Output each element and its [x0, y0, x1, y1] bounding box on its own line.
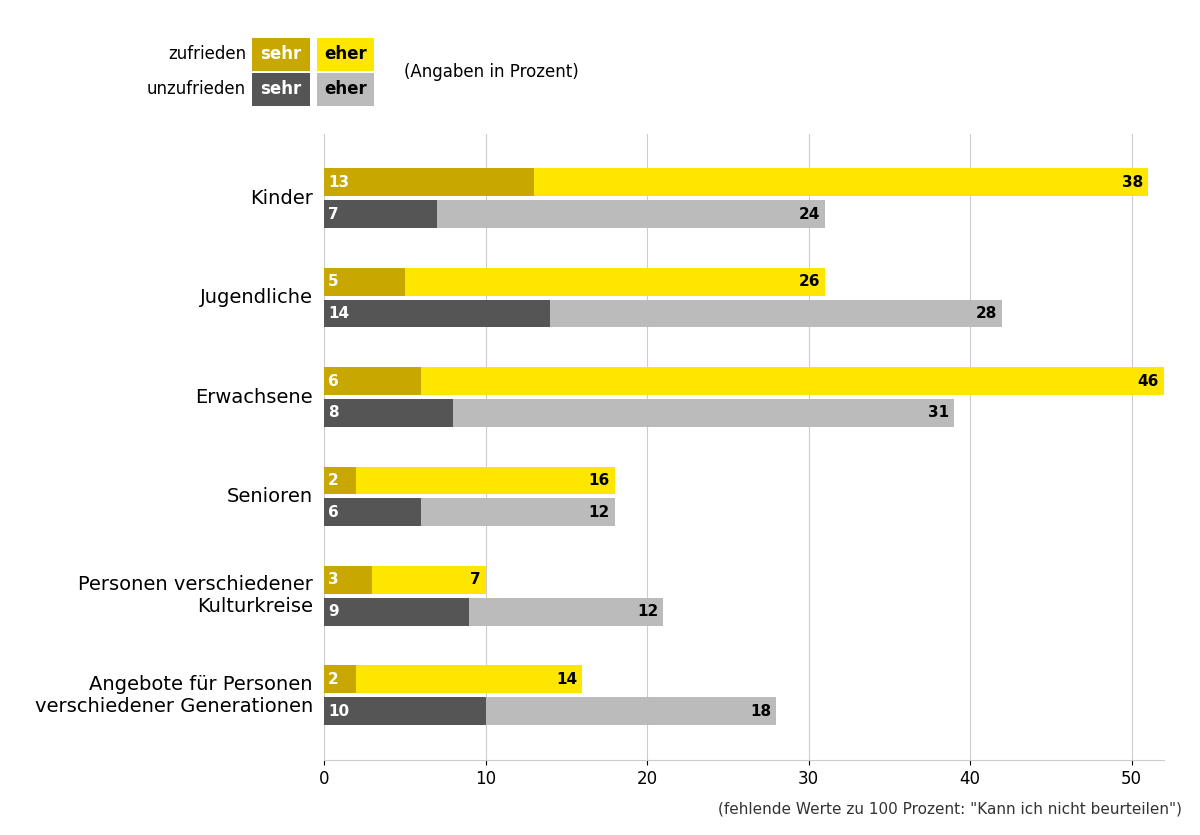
Bar	[356, 665, 582, 693]
Text: 24: 24	[798, 206, 820, 221]
Text: (Angaben in Prozent): (Angaben in Prozent)	[404, 63, 580, 81]
Text: 6: 6	[328, 373, 338, 388]
Text: 8: 8	[328, 406, 338, 421]
Text: sehr: sehr	[260, 80, 301, 99]
Bar	[324, 566, 372, 594]
Bar	[324, 697, 486, 725]
Text: eher: eher	[324, 45, 367, 63]
Text: 6: 6	[328, 505, 338, 520]
Text: 31: 31	[928, 406, 949, 421]
Text: 7: 7	[328, 206, 338, 221]
Text: 3: 3	[328, 573, 338, 588]
Bar	[372, 566, 486, 594]
Bar	[454, 399, 954, 427]
Bar	[356, 467, 614, 494]
Text: 7: 7	[470, 573, 481, 588]
Text: 38: 38	[1122, 175, 1142, 190]
Text: zufrieden: zufrieden	[168, 45, 246, 63]
Text: 12: 12	[637, 605, 659, 620]
Text: 2: 2	[328, 672, 338, 687]
Bar	[324, 498, 421, 526]
Bar	[421, 498, 614, 526]
Text: 26: 26	[798, 274, 820, 289]
Bar	[324, 367, 421, 395]
Bar	[324, 665, 356, 693]
Text: 12: 12	[589, 505, 610, 520]
Text: (fehlende Werte zu 100 Prozent: "Kann ich nicht beurteilen"): (fehlende Werte zu 100 Prozent: "Kann ic…	[718, 802, 1182, 817]
Bar	[404, 268, 824, 296]
Bar	[324, 598, 469, 625]
Text: 10: 10	[328, 704, 349, 719]
Bar	[486, 697, 776, 725]
Bar	[469, 598, 664, 625]
Bar	[437, 200, 824, 228]
Text: 5: 5	[328, 274, 338, 289]
Text: 28: 28	[977, 306, 997, 321]
Text: 14: 14	[557, 672, 577, 687]
Text: 2: 2	[328, 473, 338, 488]
Text: 46: 46	[1138, 373, 1159, 388]
Bar	[324, 169, 534, 196]
Bar	[324, 300, 550, 327]
Text: 14: 14	[328, 306, 349, 321]
Text: 18: 18	[750, 704, 772, 719]
Text: sehr: sehr	[260, 45, 301, 63]
Text: 16: 16	[589, 473, 610, 488]
Bar	[324, 268, 404, 296]
Bar	[324, 200, 437, 228]
Text: 9: 9	[328, 605, 338, 620]
Bar	[421, 367, 1164, 395]
Bar	[550, 300, 1002, 327]
Text: 13: 13	[328, 175, 349, 190]
Bar	[534, 169, 1148, 196]
Text: unzufrieden: unzufrieden	[146, 80, 246, 99]
Text: eher: eher	[324, 80, 367, 99]
Bar	[324, 467, 356, 494]
Bar	[324, 399, 454, 427]
